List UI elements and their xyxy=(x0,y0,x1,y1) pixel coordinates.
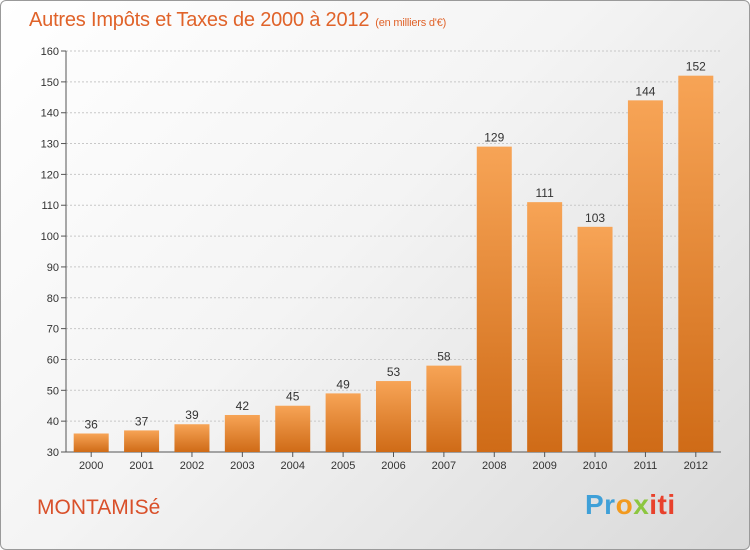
value-label-2000: 36 xyxy=(85,417,99,431)
x-tick-label-2004: 2004 xyxy=(280,460,304,472)
value-label-2010: 103 xyxy=(585,211,605,225)
chart-title: Autres Impôts et Taxes de 2000 à 2012 (en… xyxy=(29,9,446,32)
bar-2004 xyxy=(275,405,311,452)
y-tick-label: 80 xyxy=(47,293,59,305)
value-label-2001: 37 xyxy=(135,414,149,428)
y-tick-label: 110 xyxy=(41,200,59,212)
logo-part-1: Pr xyxy=(585,489,616,520)
x-tick-label-2001: 2001 xyxy=(129,460,153,472)
bar-2011 xyxy=(627,100,663,452)
y-tick-label: 90 xyxy=(47,262,59,274)
x-tick-label-2006: 2006 xyxy=(381,460,405,472)
value-label-2006: 53 xyxy=(387,365,401,379)
y-tick-label: 130 xyxy=(41,139,59,151)
y-tick-label: 70 xyxy=(47,324,59,336)
x-tick-label-2010: 2010 xyxy=(583,460,607,472)
y-tick-label: 100 xyxy=(41,231,59,243)
bars xyxy=(73,75,714,452)
y-tick-label: 140 xyxy=(41,108,59,120)
x-tick-label-2012: 2012 xyxy=(684,460,708,472)
x-tick-label-2009: 2009 xyxy=(532,460,556,472)
bar-2000 xyxy=(73,433,109,452)
value-label-2003: 42 xyxy=(236,399,250,413)
y-tick-label: 30 xyxy=(47,447,59,459)
y-tick-label: 160 xyxy=(41,46,59,58)
x-tick-label-2008: 2008 xyxy=(482,460,506,472)
commune-name: MONTAMISé xyxy=(37,496,161,519)
bar-2003 xyxy=(224,414,260,452)
y-tick-labels: 30 40 50 60 70 80 90 100 110 120 130 140 150 160 xyxy=(41,46,59,459)
bar-2001 xyxy=(124,430,160,452)
x-tick-labels: 2000 2001 2002 2003 2004 2005 2006 2007 2008 2009… xyxy=(79,460,708,472)
x-tick-label-2000: 2000 xyxy=(79,460,103,472)
bar-2010 xyxy=(577,226,613,452)
value-label-2008: 129 xyxy=(484,131,504,145)
bar-2012 xyxy=(678,75,714,452)
value-label-2004: 45 xyxy=(286,390,300,404)
y-tick-label: 40 xyxy=(47,416,59,428)
y-tick-label: 60 xyxy=(47,354,59,366)
value-label-2009: 111 xyxy=(536,186,555,200)
x-tick-label-2003: 2003 xyxy=(230,460,254,472)
x-tick-label-2011: 2011 xyxy=(634,460,658,472)
bar-2007 xyxy=(426,365,462,452)
bar-2002 xyxy=(174,424,210,452)
logo-part-3: x xyxy=(633,489,650,520)
logo-part-2: o xyxy=(615,489,634,520)
chart-title-text: Autres Impôts et Taxes de 2000 à 2012 xyxy=(29,9,370,31)
y-tick-label: 50 xyxy=(47,385,59,397)
bar-2009 xyxy=(527,202,563,452)
bar-2008 xyxy=(476,146,512,452)
proxiti-logo: Proxiti xyxy=(585,489,676,521)
logo-part-4: iti xyxy=(649,489,676,520)
y-tick-label: 120 xyxy=(41,169,59,181)
x-tick-label-2005: 2005 xyxy=(331,460,355,472)
value-label-2011: 144 xyxy=(635,84,655,98)
x-tick-label-2002: 2002 xyxy=(180,460,204,472)
value-labels: 36 37 39 42 45 49 53 58 129 111 103 144 152 xyxy=(85,60,707,432)
chart-subtitle: (en milliers d'€) xyxy=(375,17,447,29)
bar-2006 xyxy=(376,381,411,452)
y-tick-label: 150 xyxy=(41,77,59,89)
value-label-2005: 49 xyxy=(336,377,350,391)
value-label-2002: 39 xyxy=(185,408,199,422)
x-tick-label-2007: 2007 xyxy=(432,460,456,472)
value-label-2012: 152 xyxy=(686,60,706,74)
value-label-2007: 58 xyxy=(437,350,451,364)
bar-2005 xyxy=(325,393,361,452)
